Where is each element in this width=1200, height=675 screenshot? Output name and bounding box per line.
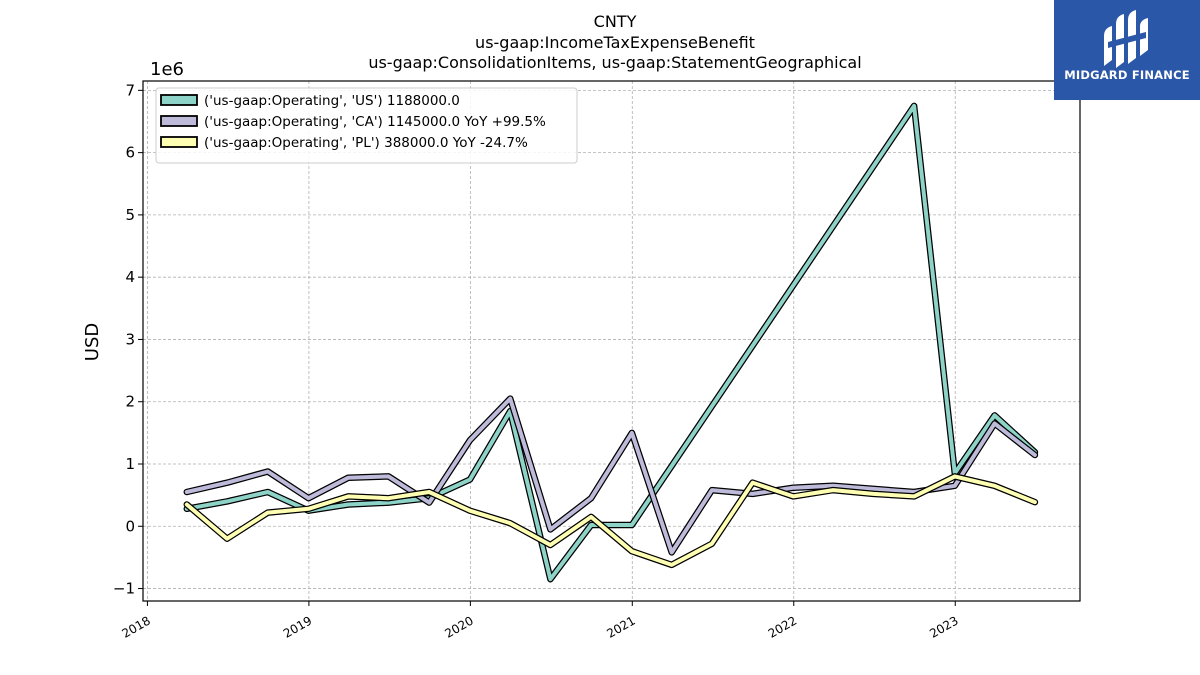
midgard-finance-logo: MIDGARD FINANCE	[1054, 0, 1200, 100]
series-1-line	[184, 396, 1037, 555]
x-tick-label: 2021	[604, 613, 637, 640]
chart-title-line-1: CNTY	[594, 12, 637, 31]
y-tick-label: 6	[125, 144, 135, 162]
plot-frame	[142, 80, 1081, 602]
x-tick-label: 2020	[442, 613, 475, 640]
logo-text: MIDGARD FINANCE	[1064, 68, 1190, 82]
y-tick-label: 2	[125, 393, 135, 411]
y-axis-label: USD	[82, 323, 103, 361]
x-tick-label: 2019	[281, 613, 314, 640]
legend-swatch-2	[160, 136, 198, 148]
series-0-line	[184, 103, 1037, 582]
y-tick-label: 5	[125, 206, 135, 224]
legend-swatch-0	[160, 94, 198, 106]
x-tick-label: 2018	[119, 613, 152, 640]
logo-mark-icon	[1104, 10, 1148, 68]
chart-title-line-2: us-gaap:IncomeTaxExpenseBenefit	[475, 33, 755, 52]
y-tick-label: 1	[125, 455, 135, 473]
chart-title-line-3: us-gaap:ConsolidationItems, us-gaap:Stat…	[368, 53, 861, 72]
y-tick-label: −1	[113, 580, 135, 598]
x-tick-label: 2022	[766, 613, 799, 640]
y-tick-label: 3	[125, 330, 135, 348]
legend-label-1: ('us-gaap:Operating', 'CA') 1145000.0 Yo…	[204, 114, 546, 130]
y-tick-label: 0	[125, 517, 135, 535]
x-tick-label: 2023	[927, 613, 960, 640]
legend-swatch-1	[160, 115, 198, 127]
series-2-line	[184, 474, 1037, 567]
y-scale-label: 1e6	[150, 59, 184, 80]
legend-label-2: ('us-gaap:Operating', 'PL') 388000.0 YoY…	[204, 135, 528, 151]
legend-label-0: ('us-gaap:Operating', 'US') 1188000.0	[204, 93, 460, 109]
y-tick-label: 7	[125, 81, 135, 99]
y-tick-label: 4	[125, 268, 135, 286]
legend-box	[155, 87, 578, 164]
